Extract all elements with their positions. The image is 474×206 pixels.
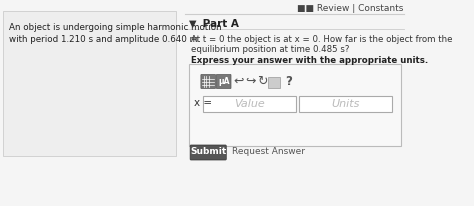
FancyBboxPatch shape [203,96,296,112]
Text: ■■ Review | Constants: ■■ Review | Constants [297,4,403,13]
Text: Part A: Part A [199,19,238,29]
Text: At t = 0 the object is at x = 0. How far is the object from the: At t = 0 the object is at x = 0. How far… [191,35,453,44]
Text: Express your answer with the appropriate units.: Express your answer with the appropriate… [191,56,428,65]
Text: Units: Units [332,99,360,109]
Text: Value: Value [234,99,265,109]
FancyBboxPatch shape [3,11,175,156]
Text: with period 1.210 s and amplitude 0.640 m.: with period 1.210 s and amplitude 0.640 … [9,35,201,44]
Text: Request Answer: Request Answer [232,147,305,157]
Text: ?: ? [286,75,292,88]
Text: An object is undergoing simple harmonic motion: An object is undergoing simple harmonic … [9,23,222,32]
Text: ↪: ↪ [245,75,255,88]
Text: μA: μA [218,76,229,85]
FancyBboxPatch shape [300,96,392,112]
FancyBboxPatch shape [201,75,216,89]
FancyBboxPatch shape [190,145,226,160]
Text: ▼: ▼ [189,19,197,29]
Text: ↻: ↻ [257,75,268,88]
Text: ↩: ↩ [233,75,244,88]
FancyBboxPatch shape [268,76,280,88]
FancyBboxPatch shape [189,64,401,146]
Text: equilibrium position at time 0.485 s?: equilibrium position at time 0.485 s? [191,45,349,54]
FancyBboxPatch shape [216,75,231,89]
Text: x =: x = [193,98,212,108]
Text: Submit: Submit [190,147,226,157]
